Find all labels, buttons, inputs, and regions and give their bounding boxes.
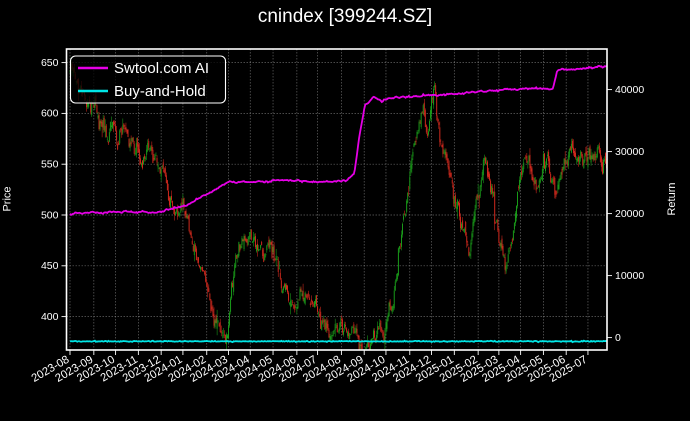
svg-text:450: 450 xyxy=(41,260,59,272)
svg-text:400: 400 xyxy=(41,311,59,323)
svg-text:Price: Price xyxy=(2,186,14,211)
svg-text:30000: 30000 xyxy=(615,146,644,158)
svg-text:650: 650 xyxy=(41,57,59,69)
svg-text:500: 500 xyxy=(41,209,59,221)
svg-text:Swtool.com AI: Swtool.com AI xyxy=(114,60,209,77)
svg-text:10000: 10000 xyxy=(615,270,644,282)
svg-text:20000: 20000 xyxy=(615,208,644,220)
svg-text:550: 550 xyxy=(41,159,59,171)
svg-text:cnindex [399244.SZ]: cnindex [399244.SZ] xyxy=(258,6,432,27)
svg-text:Return: Return xyxy=(666,182,678,215)
svg-text:40000: 40000 xyxy=(615,84,644,96)
svg-text:600: 600 xyxy=(41,108,59,120)
svg-text:0: 0 xyxy=(615,332,621,344)
svg-text:Buy-and-Hold: Buy-and-Hold xyxy=(114,83,206,100)
